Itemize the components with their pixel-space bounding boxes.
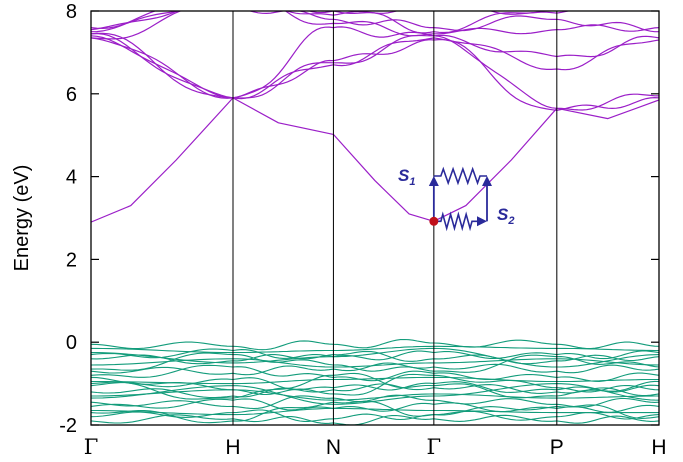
conduction-band [91, 11, 572, 31]
y-tick-label: -2 [59, 415, 77, 437]
conduction-band [91, 11, 659, 40]
valence-band [91, 376, 659, 385]
conduction-band [91, 26, 659, 99]
x-tick-label: H [225, 436, 240, 459]
x-tick-label: Γ [427, 435, 442, 459]
s1-label: S1 [398, 166, 415, 188]
x-tick-label: Γ [84, 435, 99, 459]
s2-label: S2 [497, 205, 514, 227]
y-tick-label: 0 [66, 332, 77, 354]
y-tick-label: 6 [66, 84, 77, 106]
valence-band [91, 352, 659, 373]
arrow-head [428, 176, 439, 186]
y-axis-label: Energy (eV) [11, 165, 33, 272]
exciton-point [429, 216, 439, 226]
valence-band [91, 348, 659, 361]
plot-frame [90, 10, 660, 426]
valence-band [91, 372, 659, 400]
conduction-band [91, 37, 659, 100]
valence-band [91, 362, 659, 376]
valence-band [91, 345, 659, 354]
valence-band [91, 377, 659, 393]
valence-band [91, 414, 659, 425]
conduction-band [91, 11, 549, 34]
conduction-band [91, 11, 659, 37]
relaxation-wave-s2 [433, 211, 479, 232]
arrow-head [482, 176, 492, 186]
conduction-bands [91, 11, 659, 223]
conduction-band [91, 34, 659, 111]
valence-band [91, 364, 659, 382]
valence-band [91, 400, 659, 424]
x-tick-label: H [651, 436, 666, 459]
valence-band [91, 338, 659, 351]
exciton-annotation: S1 S2 [398, 166, 514, 232]
y-tick-label: 8 [66, 1, 77, 23]
x-tick-label: P [550, 436, 564, 459]
y-tick-label: 2 [66, 249, 77, 271]
conduction-band [91, 97, 659, 223]
y-axis-ticks: -2 0 2 4 6 8 [59, 1, 659, 437]
arrow-head [477, 216, 487, 227]
valence-band [91, 347, 659, 368]
valence-band [91, 373, 659, 396]
x-tick-label: N [326, 436, 341, 459]
y-tick-label: 4 [66, 167, 77, 189]
valence-bands [91, 338, 659, 425]
relaxation-wave-s1 [433, 166, 487, 186]
valence-band [91, 407, 659, 416]
